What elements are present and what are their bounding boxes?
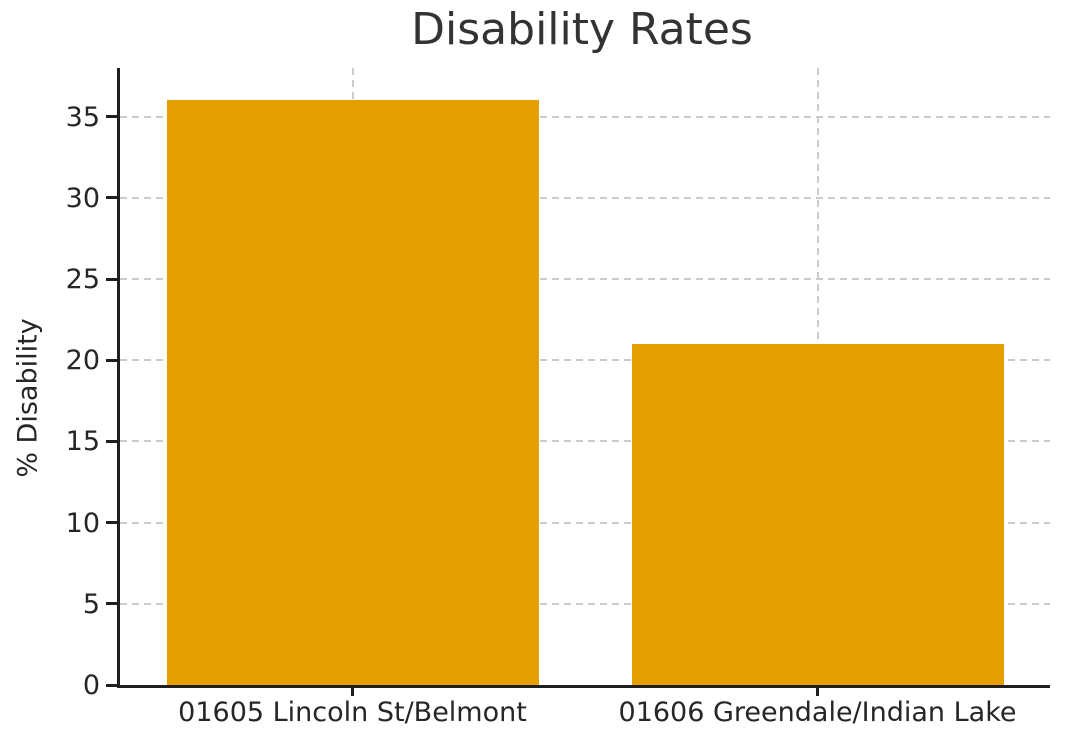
x-tick-mark	[351, 685, 354, 696]
y-tick-mark	[106, 277, 117, 281]
y-tick-label: 10	[65, 507, 100, 539]
x-tick-label: 01605 Lincoln St/Belmont	[178, 697, 527, 728]
y-tick-label: 35	[65, 101, 100, 133]
y-tick-mark	[106, 196, 117, 200]
y-tick-mark	[106, 602, 117, 606]
y-gridline	[120, 196, 1050, 199]
y-gridline	[120, 115, 1050, 118]
y-tick-label: 15	[65, 426, 100, 458]
y-tick-mark	[106, 683, 117, 687]
y-gridline	[120, 521, 1050, 524]
y-tick-mark	[106, 439, 117, 443]
y-tick-label: 0	[82, 670, 100, 701]
y-gridline	[120, 440, 1050, 443]
y-gridline	[120, 602, 1050, 605]
y-tick-mark	[106, 115, 117, 119]
y-tick-label: 5	[82, 588, 100, 620]
y-tick-mark	[106, 358, 117, 362]
y-tick-label: 30	[65, 182, 100, 214]
plot-area: 0 5 10 15 20 25 30 35 01605 Lincoln St/Belmont 01…	[66, 68, 1050, 726]
y-gridline	[120, 359, 1050, 362]
y-tick-label: 25	[65, 264, 100, 296]
y-gridline	[120, 278, 1050, 281]
y-tick-label: 20	[65, 345, 100, 377]
bar	[166, 100, 539, 685]
y-tick-mark	[106, 521, 117, 525]
chart-title: Disability Rates	[411, 4, 753, 55]
bar	[631, 344, 1004, 685]
x-tick-label: 01606 Greendale/Indian Lake	[618, 697, 1017, 728]
x-tick-mark	[816, 685, 819, 696]
